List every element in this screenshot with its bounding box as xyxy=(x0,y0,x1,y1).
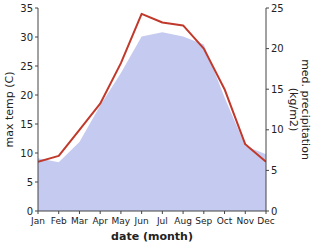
y-axis-line xyxy=(38,8,39,211)
chart: 051015202530350510152025JanFebMarAprMayJ… xyxy=(0,0,318,247)
x-axis-line xyxy=(38,211,266,212)
y2-tick xyxy=(266,89,269,90)
x-tick-label: Feb xyxy=(51,216,67,226)
y2-tick-label: 10 xyxy=(271,124,284,135)
y-tick-label: 25 xyxy=(20,61,33,72)
y2-tick-label: 15 xyxy=(271,84,284,95)
y-tick xyxy=(35,8,38,9)
x-tick-label: May xyxy=(112,216,131,226)
precip-area xyxy=(38,32,266,211)
y2-tick xyxy=(266,129,269,130)
x-axis-label: date (month) xyxy=(111,230,193,243)
x-tick-label: Oct xyxy=(217,216,233,226)
y2-axis-line xyxy=(266,8,267,211)
y2-axis-label: med. precipitation(kg/m2) xyxy=(287,59,312,160)
y-tick xyxy=(35,153,38,154)
x-tick-label: Dec xyxy=(257,216,274,226)
y-tick-label: 35 xyxy=(20,3,33,14)
y-tick xyxy=(35,124,38,125)
x-tick xyxy=(79,211,80,214)
y-tick xyxy=(35,182,38,183)
y2-tick xyxy=(266,48,269,49)
x-tick xyxy=(203,211,204,214)
y-tick xyxy=(35,95,38,96)
y2-tick-label: 5 xyxy=(271,165,277,176)
y-axis-label: max temp (C) xyxy=(3,71,16,147)
y2-tick-label: 0 xyxy=(271,206,277,217)
plot-area xyxy=(38,14,266,211)
y-tick-label: 15 xyxy=(20,119,33,130)
temp-line xyxy=(38,14,266,162)
y-tick xyxy=(35,37,38,38)
x-tick xyxy=(38,211,39,214)
y-tick-label: 30 xyxy=(20,32,33,43)
x-tick-label: Sep xyxy=(195,216,212,226)
y-tick-label: 5 xyxy=(27,177,33,188)
x-tick-label: Aug xyxy=(174,216,192,226)
y-tick-label: 10 xyxy=(20,148,33,159)
x-tick-label: Nov xyxy=(236,216,254,226)
x-tick xyxy=(58,211,59,214)
y-tick xyxy=(35,66,38,67)
x-tick-label: Jul xyxy=(156,216,168,226)
x-tick xyxy=(120,211,121,214)
x-tick-label: Jan xyxy=(30,216,45,226)
y2-tick-label: 20 xyxy=(271,43,284,54)
y2-tick xyxy=(266,170,269,171)
y2-tick-label: 25 xyxy=(271,3,284,14)
x-tick-label: Mar xyxy=(71,216,88,226)
y2-tick xyxy=(266,8,269,9)
x-tick-label: Apr xyxy=(92,216,108,226)
x-tick xyxy=(183,211,184,214)
x-tick xyxy=(224,211,225,214)
y-tick-label: 0 xyxy=(27,206,33,217)
y2-axis-label-line: (kg/m2) xyxy=(287,88,300,131)
y-tick-label: 20 xyxy=(20,90,33,101)
x-tick xyxy=(162,211,163,214)
x-tick xyxy=(141,211,142,214)
x-tick xyxy=(100,211,101,214)
x-tick xyxy=(245,211,246,214)
x-tick xyxy=(266,211,267,214)
x-tick-label: Jun xyxy=(134,216,149,226)
